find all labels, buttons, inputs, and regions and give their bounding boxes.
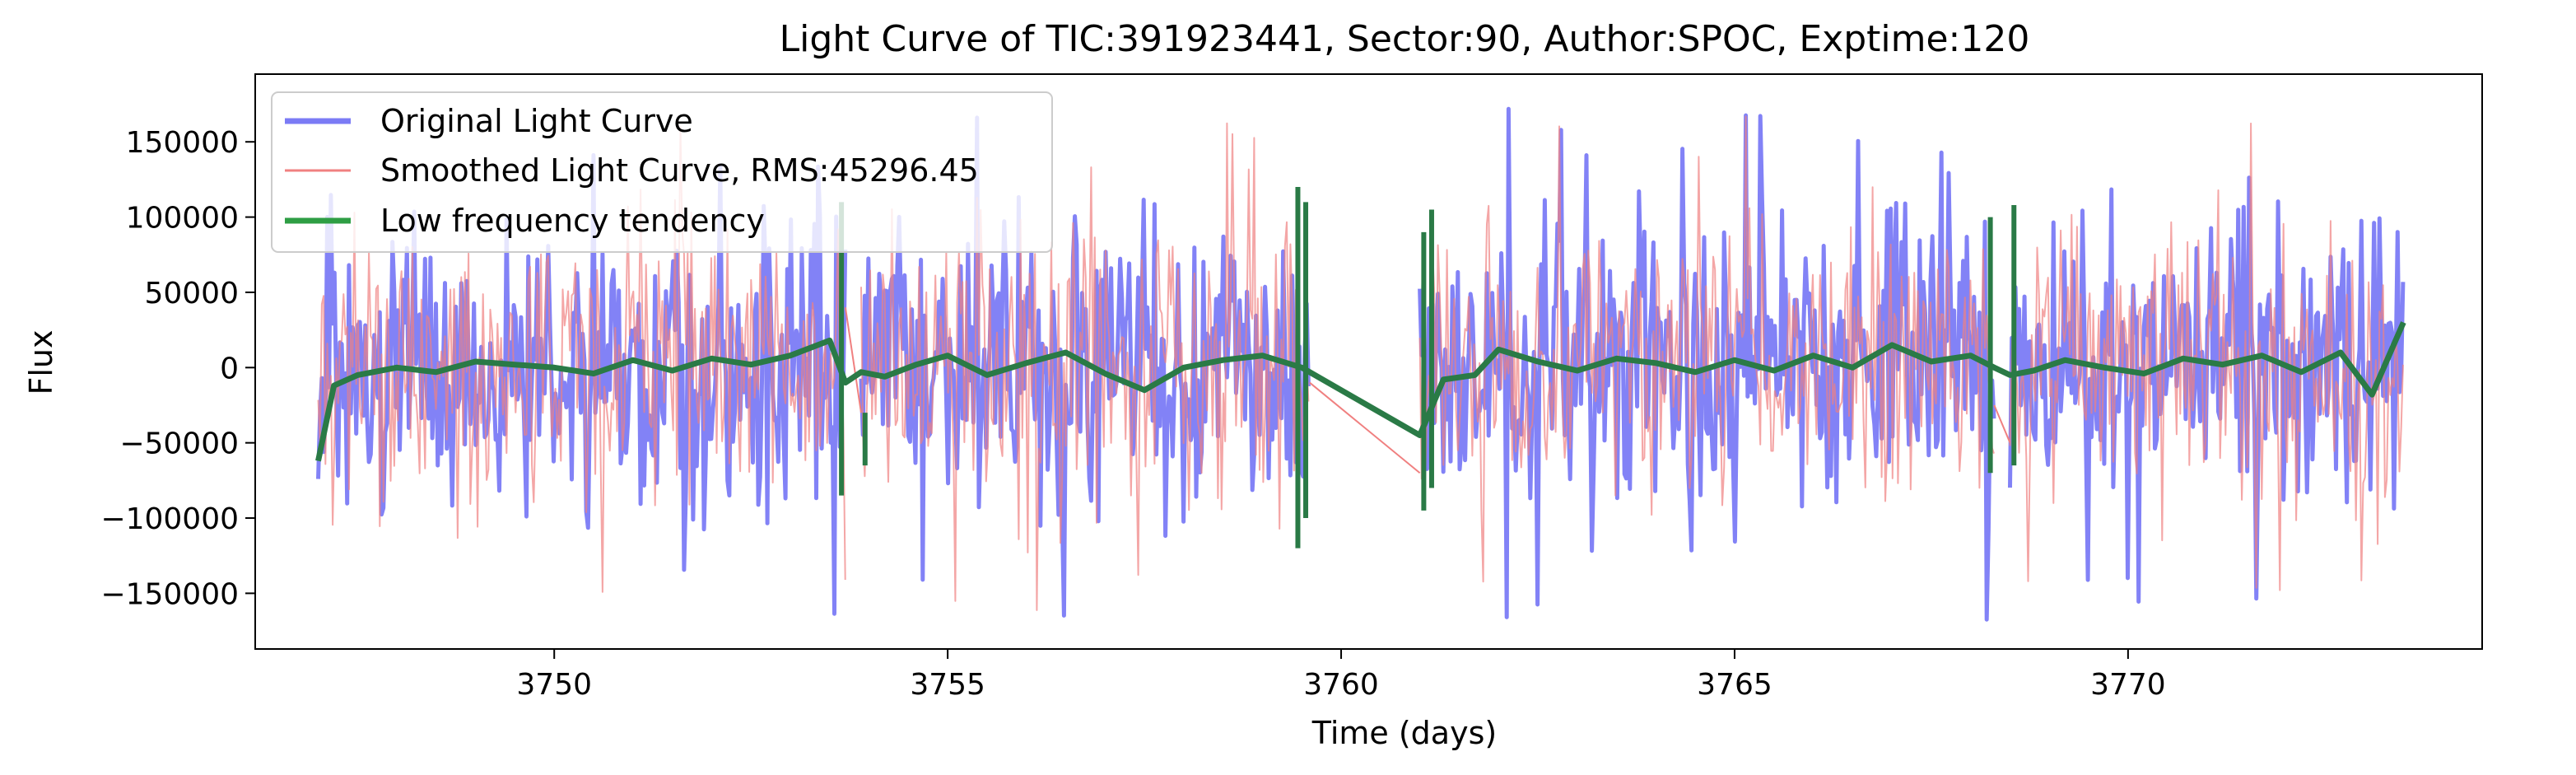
y-tick-label: −150000 <box>100 577 239 611</box>
x-tick-label: 3765 <box>1697 668 1772 702</box>
x-tick-label: 3770 <box>2090 668 2166 702</box>
smoothed-light-curve <box>317 115 2404 611</box>
y-tick-label: −50000 <box>119 427 239 461</box>
x-tick-label: 3750 <box>516 668 592 702</box>
low-frequency-tendency-line <box>315 321 2406 462</box>
x-tick-label: 3755 <box>910 668 985 702</box>
smoothed-gap-line-2 <box>1309 381 1421 474</box>
axes-frame <box>254 73 2483 650</box>
y-tick-label: 50000 <box>144 277 239 310</box>
y-tick-label: 100000 <box>126 202 239 236</box>
y-tick-label: −100000 <box>100 502 239 536</box>
x-tick-label: 3760 <box>1303 668 1379 702</box>
y-axis-label: Flux <box>23 330 59 395</box>
legend-box <box>271 91 1053 253</box>
legend-label-original: Original Light Curve <box>380 103 693 139</box>
chart-title: Light Curve of TIC:391923441, Sector:90,… <box>780 18 2030 60</box>
legend: Original Light Curve Smoothed Light Curv… <box>271 91 1053 253</box>
plot-area <box>315 106 2406 622</box>
legend-label-low-frequency: Low frequency tendency <box>380 203 765 239</box>
x-axis-label: Time (days) <box>1311 715 1497 751</box>
smoothed-gap-line-3 <box>1993 404 2011 444</box>
smoothed-gap-line-1 <box>844 307 862 413</box>
y-axis: −150000 −100000 −50000 0 50000 100000 150000 <box>100 126 255 611</box>
y-tick-label: 0 <box>220 352 239 385</box>
x-axis: 3750 3755 3760 3765 3770 <box>516 649 2166 702</box>
y-tick-label: 150000 <box>126 126 239 160</box>
legend-label-smoothed: Smoothed Light Curve, RMS:45296.45 <box>380 152 979 189</box>
